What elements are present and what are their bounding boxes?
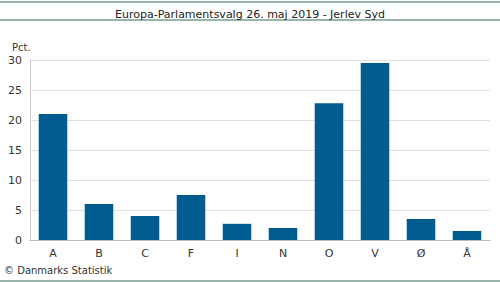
svg-text:F: F (188, 247, 194, 260)
svg-text:A: A (49, 247, 57, 260)
svg-text:V: V (371, 247, 379, 260)
svg-text:Ø: Ø (417, 247, 426, 260)
svg-text:B: B (95, 247, 103, 260)
svg-text:15: 15 (8, 144, 22, 157)
svg-text:10: 10 (8, 174, 22, 187)
svg-text:30: 30 (8, 54, 22, 67)
svg-text:© Danmarks Statistik: © Danmarks Statistik (4, 265, 113, 276)
svg-text:I: I (235, 247, 238, 260)
svg-text:Europa-Parlamentsvalg 26. maj: Europa-Parlamentsvalg 26. maj 2019 - Jer… (115, 8, 385, 21)
svg-text:N: N (279, 247, 287, 260)
svg-text:Pct.: Pct. (12, 42, 31, 53)
svg-text:O: O (325, 247, 334, 260)
svg-text:20: 20 (8, 114, 22, 127)
svg-text:5: 5 (15, 204, 22, 217)
svg-text:0: 0 (15, 234, 22, 247)
svg-text:25: 25 (8, 84, 22, 97)
svg-text:Å: Å (463, 247, 471, 260)
svg-text:C: C (141, 247, 149, 260)
